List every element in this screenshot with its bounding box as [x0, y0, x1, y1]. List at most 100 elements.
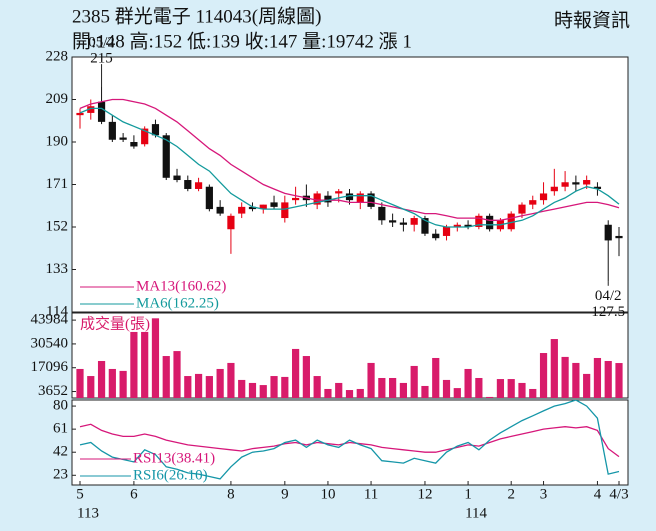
volume-bar: [119, 370, 127, 398]
y-tick-label: 133: [46, 261, 69, 277]
volume-bar: [486, 396, 494, 398]
x-tick-label: 8: [227, 486, 235, 502]
volume-bar: [593, 357, 602, 398]
series-line: [79, 400, 620, 480]
candle-body: [561, 182, 569, 187]
candle-body: [572, 182, 580, 185]
y-tick-label: 30540: [31, 335, 69, 351]
candle-body: [507, 213, 515, 230]
candle-body: [248, 206, 257, 210]
candle-body: [324, 195, 332, 203]
candle-body: [119, 137, 127, 140]
candle-body: [421, 218, 429, 234]
volume-bar: [389, 377, 397, 398]
series-line: [79, 423, 620, 458]
candle-body: [464, 224, 472, 227]
volume-bar: [313, 376, 321, 398]
volume-bar: [572, 362, 580, 398]
y-tick-label: 80: [53, 398, 68, 414]
candle-body: [475, 215, 483, 227]
x-tick-label: 5: [76, 486, 84, 502]
y-tick-label: 3652: [38, 383, 68, 399]
candle-body: [238, 206, 246, 214]
candle-body: [335, 191, 343, 194]
y-tick-label: 209: [46, 91, 69, 107]
price-plot: [76, 86, 623, 282]
y-tick-label: 152: [46, 218, 69, 234]
volume-bar: [442, 379, 451, 398]
candle-body: [442, 227, 451, 236]
candle-body: [141, 128, 149, 145]
x-tick-label: 9: [281, 486, 289, 502]
volume-bar: [356, 388, 364, 398]
candle-body: [367, 193, 375, 207]
candle-body: [529, 200, 537, 205]
candle-body: [162, 135, 170, 178]
volume-bar: [302, 356, 310, 398]
candle-body: [292, 197, 300, 201]
candle-body: [281, 202, 289, 219]
candle-body: [539, 193, 548, 201]
annotation-label: 05/2: [88, 35, 115, 51]
title: 2385 群光電子 114043(周線圖): [72, 5, 321, 27]
source: 時報資訊: [554, 9, 630, 31]
volume-bar: [324, 388, 332, 398]
volume-bar: [453, 388, 461, 398]
volume-bar: [227, 362, 235, 398]
quote: 開:148 高:152 低:139 收:147 量:19742 漲 1: [72, 30, 412, 52]
volume-bar: [97, 360, 106, 398]
legend-label: MA6(162.25): [136, 295, 219, 311]
candle-body: [216, 206, 224, 214]
x-tick-label: 4: [594, 486, 602, 502]
candle-body: [151, 124, 160, 136]
x-tick-label: 11: [364, 486, 378, 502]
candle-body: [259, 204, 267, 210]
legend-label: MA13(160.62): [136, 278, 226, 294]
candle-body: [378, 206, 386, 221]
candle-body: [270, 202, 278, 207]
x-tick-label: 2: [507, 486, 515, 502]
annotation-value: 127.5: [591, 304, 625, 320]
y-tick-label: 171: [46, 176, 69, 192]
legend-label: RSI13(38.41): [133, 450, 215, 466]
volume-bar: [216, 368, 224, 398]
volume-bar: [87, 376, 95, 398]
candle-body: [130, 142, 138, 147]
candle-body: [108, 121, 116, 140]
volume-bar: [151, 318, 160, 398]
volume-bar: [238, 379, 246, 398]
x-tick-label: 1: [464, 486, 472, 502]
volume-bar: [604, 360, 612, 398]
volume-bar: [76, 368, 84, 398]
volume-bar: [550, 339, 558, 398]
volume-bar: [399, 382, 407, 398]
x-tick-label: 3: [540, 486, 548, 502]
volume-bar: [335, 382, 343, 398]
volume-bar: [464, 368, 472, 398]
volume-bar: [259, 385, 267, 398]
candle-body: [399, 222, 407, 225]
legend-label: RSI6(26.10): [133, 467, 208, 483]
volume-bar: [292, 348, 300, 398]
volume-bar: [367, 362, 375, 398]
volume-bar: [248, 382, 257, 398]
candle-body: [356, 193, 364, 203]
candle-body: [583, 180, 591, 185]
candle-body: [518, 204, 526, 214]
volume-bar: [529, 388, 537, 398]
volume-bar: [378, 377, 386, 398]
candle-body: [194, 182, 203, 189]
series-line: [79, 107, 620, 228]
annotation-value: 215: [90, 51, 113, 67]
y-tick-label: 190: [46, 133, 69, 149]
x-tick-label: 10: [320, 486, 335, 502]
x-tick-label: 12: [417, 486, 432, 502]
x-year-label: 113: [77, 505, 99, 521]
price-panel: [71, 56, 629, 313]
candle-body: [87, 106, 95, 113]
candle-body: [313, 193, 321, 205]
volume-bar: [432, 357, 440, 398]
volume-bar: [173, 351, 181, 398]
volume-bar: [281, 376, 289, 398]
volume-bar: [615, 363, 623, 398]
